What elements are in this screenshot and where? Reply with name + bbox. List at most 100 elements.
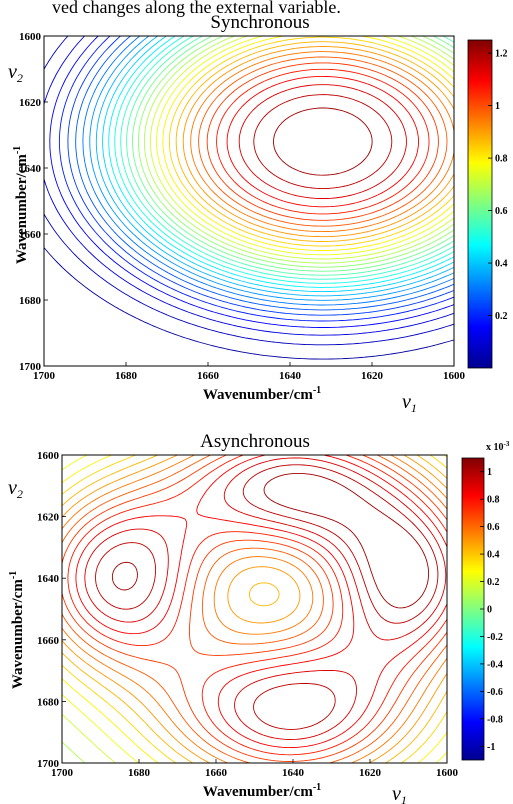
- contour-line: [62, 713, 116, 763]
- synchronous-y-ticks: 1600 1620 1640 1660 1680 1700: [19, 31, 48, 373]
- x-tick-label: 1680: [128, 767, 151, 779]
- synchronous-xlabel: Wavenumber/cm-1: [203, 385, 321, 403]
- contour-line: [143, 36, 454, 264]
- synchronous-ylabel: Wavenumber/cm-1: [12, 146, 30, 264]
- contour-line: [75, 36, 454, 311]
- contour-line: [162, 36, 454, 251]
- contour-line: [82, 36, 454, 306]
- contour-line: [175, 41, 454, 242]
- colorbar-tick-label: -0.4: [487, 659, 503, 670]
- colorbar-tick-label: 1: [495, 101, 500, 112]
- colorbar-tick-label: 0.8: [495, 154, 508, 165]
- contour-line: [67, 36, 454, 316]
- contour-line: [156, 36, 454, 256]
- colorbar-tick-label: -0.8: [487, 714, 503, 725]
- colorbar-tick-label: 0.2: [487, 577, 500, 588]
- y-tick-label: 1620: [19, 97, 42, 109]
- x-tick-label: 1620: [359, 767, 382, 779]
- colorbar-tick-label: 0.6: [495, 206, 508, 217]
- contour-line: [95, 36, 454, 297]
- contour-line: [132, 36, 454, 272]
- asynchronous-contours: [62, 455, 447, 763]
- y-tick-label: 1600: [19, 31, 42, 43]
- contour-line: [44, 247, 454, 360]
- contour-line: [126, 36, 454, 276]
- colorbar-tick-label: 1.2: [495, 49, 508, 60]
- contour-line: [226, 75, 419, 208]
- colorbar-tick-label: 0.8: [487, 495, 500, 506]
- contour-line: [62, 455, 447, 763]
- colorbar-tick-label: 0.6: [487, 522, 500, 533]
- synchronous-x-ticks: 1700 1680 1660 1640 1620 1600: [33, 362, 466, 382]
- y-tick-label: 1680: [19, 295, 42, 307]
- contour-line: [168, 36, 454, 247]
- contour-line: [273, 107, 373, 176]
- contour-line: [62, 455, 447, 763]
- x-tick-label: 1660: [197, 370, 220, 382]
- colorbar-tick-label: -1: [487, 742, 495, 753]
- contour-line: [62, 455, 447, 763]
- contour-line: [114, 36, 454, 284]
- contour-line: [198, 56, 448, 227]
- colorbar-tick-label: -0.2: [487, 632, 503, 643]
- asynchronous-nu1-label: v1: [392, 783, 407, 804]
- y-tick-label: 1640: [19, 163, 42, 175]
- asynchronous-title: Asynchronous: [200, 431, 310, 452]
- contour-line: [238, 84, 407, 199]
- colorbar-tick-label: 0: [487, 605, 492, 616]
- contour-line: [44, 36, 454, 336]
- contour-line: [62, 455, 447, 763]
- contour-line: [67, 455, 447, 756]
- synchronous-colorbar: [467, 39, 493, 369]
- asynchronous-xlabel: Wavenumber/cm-1: [203, 782, 321, 800]
- colorbar-tick-label: 0.2: [495, 311, 508, 322]
- x-tick-label: 1700: [33, 370, 56, 382]
- contour-line: [75, 455, 447, 749]
- asynchronous-y-ticks: 1600 1620 1640 1660 1680 1700: [37, 450, 66, 770]
- contour-line: [62, 455, 447, 762]
- contour-line: [62, 455, 447, 763]
- contour-line: [62, 455, 447, 763]
- asynchronous-panel: Asynchronous 1700 1680 1660 1640 1620 1600 16…: [8, 431, 510, 804]
- asynchronous-colorbar-ticks: 1 0.8 0.6 0.4 0.2 0 -0.2 -0.4 -0.6 -0.8 -1: [480, 467, 503, 753]
- contour-line: [216, 68, 430, 215]
- contour-line: [89, 36, 454, 301]
- x-tick-label: 1620: [361, 370, 384, 382]
- contour-line: [95, 464, 439, 730]
- contour-line: [111, 472, 430, 609]
- y-tick-label: 1700: [37, 758, 60, 770]
- contour-line: [120, 36, 454, 280]
- contour-line: [108, 36, 454, 288]
- contour-line: [149, 36, 454, 260]
- contour-line: [206, 62, 439, 221]
- y-tick-label: 1640: [37, 573, 60, 585]
- x-tick-label: 1640: [279, 370, 302, 382]
- contour-line: [190, 51, 454, 233]
- contour-line: [84, 457, 447, 740]
- colorbar-tick-label: 0.4: [487, 550, 500, 561]
- colorbar-tick-label: 1: [487, 467, 492, 478]
- contour-line: [62, 741, 86, 763]
- y-tick-label: 1680: [37, 696, 60, 708]
- synchronous-colorbar-ticks: 1.2 1 0.8 0.6 0.4 0.2: [488, 49, 508, 322]
- y-tick-label: 1620: [37, 512, 60, 524]
- contour-line: [182, 46, 454, 238]
- y-tick-label: 1700: [19, 361, 42, 373]
- asynchronous-x-ticks: 1700 1680 1660 1640 1620 1600: [51, 759, 459, 779]
- synchronous-nu1-label: v1: [402, 391, 417, 415]
- x-tick-label: 1640: [282, 767, 305, 779]
- y-tick-label: 1660: [19, 229, 42, 241]
- colorbar-tick-label: -0.6: [487, 687, 503, 698]
- contour-line: [253, 94, 393, 190]
- synchronous-title: Synchronous: [210, 12, 309, 33]
- contour-line: [102, 36, 454, 293]
- asynchronous-colorbar-exponent: x 10-3: [486, 440, 510, 453]
- synchronous-panel: Synchronous 1700 1680 1660 1640 1620 1600 160…: [8, 12, 508, 415]
- asynchronous-frame: [61, 454, 448, 764]
- contour-line: [49, 36, 454, 328]
- synchronous-frame: [43, 35, 455, 367]
- x-tick-label: 1700: [51, 767, 74, 779]
- x-tick-label: 1660: [205, 767, 228, 779]
- contour-line: [62, 455, 447, 763]
